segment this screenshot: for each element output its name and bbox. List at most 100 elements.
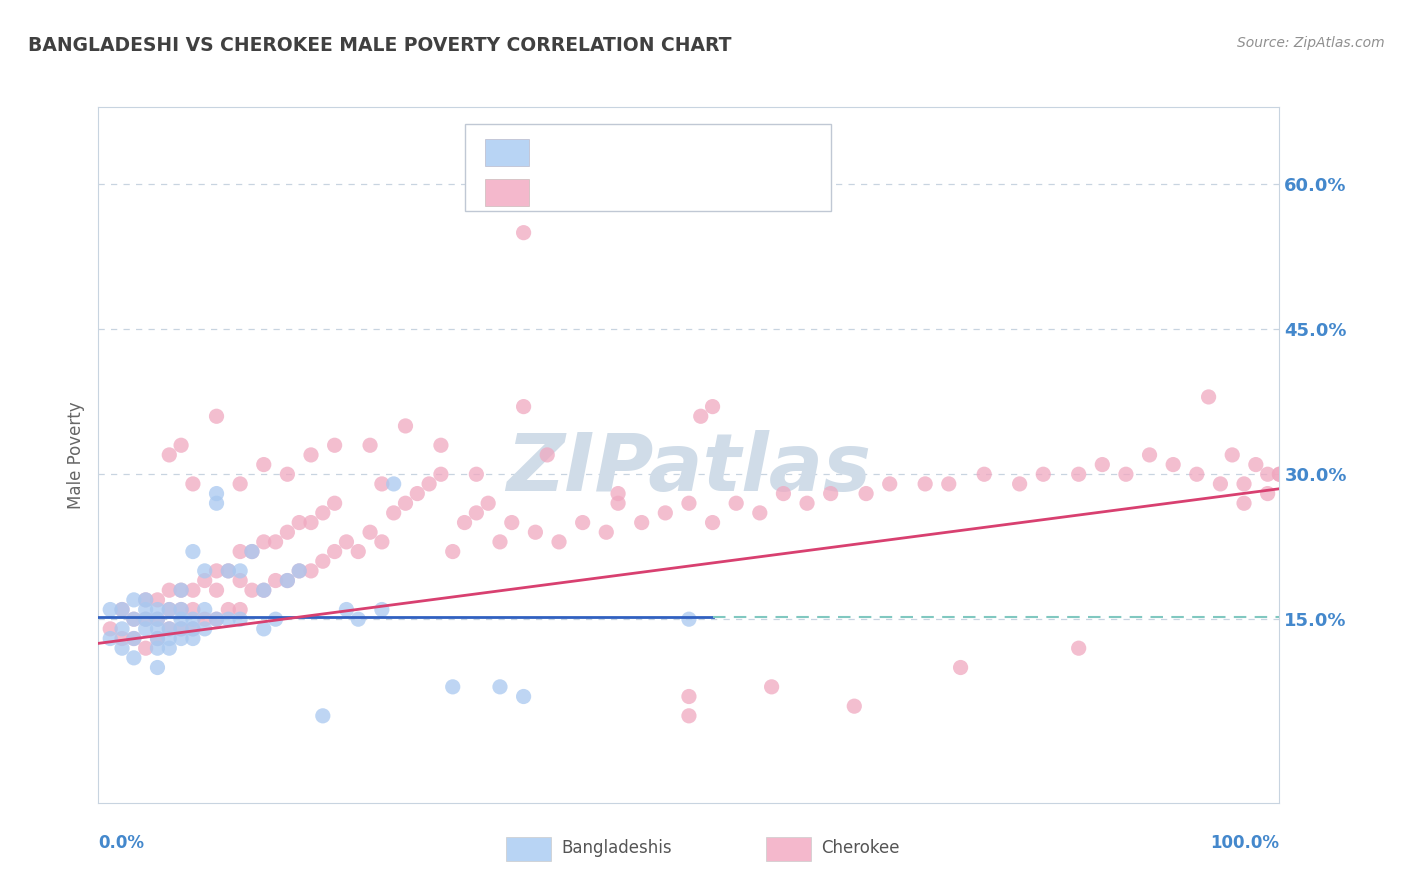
Point bbox=[441, 680, 464, 694]
Point bbox=[548, 535, 571, 549]
Point bbox=[855, 486, 877, 500]
Point bbox=[170, 602, 193, 616]
Point bbox=[157, 602, 180, 616]
Point bbox=[501, 516, 523, 530]
Text: BANGLADESHI VS CHEROKEE MALE POVERTY CORRELATION CHART: BANGLADESHI VS CHEROKEE MALE POVERTY COR… bbox=[28, 36, 731, 54]
Point bbox=[288, 564, 311, 578]
Point bbox=[725, 496, 748, 510]
Point bbox=[371, 535, 394, 549]
Point bbox=[879, 477, 901, 491]
Point bbox=[1268, 467, 1291, 482]
Point bbox=[938, 477, 960, 491]
Point bbox=[748, 506, 770, 520]
Point bbox=[253, 622, 276, 636]
Point bbox=[157, 583, 180, 598]
Point bbox=[630, 516, 652, 530]
Point bbox=[1032, 467, 1054, 482]
Point bbox=[146, 602, 169, 616]
Point bbox=[394, 419, 416, 434]
Point bbox=[98, 602, 121, 616]
Point bbox=[465, 506, 488, 520]
Point bbox=[194, 612, 217, 626]
Point bbox=[122, 612, 145, 626]
Point bbox=[820, 486, 842, 500]
Text: Bangladeshis: Bangladeshis bbox=[561, 839, 672, 857]
Point bbox=[371, 477, 394, 491]
Point bbox=[1067, 467, 1090, 482]
Point bbox=[146, 622, 169, 636]
Point bbox=[157, 622, 180, 636]
Text: 0.0%: 0.0% bbox=[98, 834, 145, 852]
Point bbox=[1008, 477, 1031, 491]
Point bbox=[205, 564, 228, 578]
Point bbox=[111, 622, 134, 636]
Point bbox=[205, 496, 228, 510]
Point bbox=[418, 477, 440, 491]
Point bbox=[359, 525, 381, 540]
Text: 0.002: 0.002 bbox=[579, 141, 631, 160]
Point bbox=[678, 612, 700, 626]
Point bbox=[299, 448, 322, 462]
Point bbox=[1257, 467, 1279, 482]
Point bbox=[654, 506, 676, 520]
Point bbox=[276, 467, 298, 482]
Y-axis label: Male Poverty: Male Poverty bbox=[67, 401, 86, 508]
Point bbox=[772, 486, 794, 500]
Point bbox=[170, 438, 193, 452]
Point bbox=[312, 554, 335, 568]
Point bbox=[229, 544, 252, 558]
Point bbox=[170, 632, 193, 646]
Text: N =: N = bbox=[645, 181, 682, 199]
Point bbox=[288, 564, 311, 578]
Point bbox=[157, 641, 180, 656]
Point bbox=[157, 622, 180, 636]
Point bbox=[430, 438, 453, 452]
Point bbox=[146, 592, 169, 607]
Point bbox=[949, 660, 972, 674]
Point bbox=[1067, 641, 1090, 656]
Point bbox=[181, 602, 204, 616]
Point bbox=[678, 690, 700, 704]
Point bbox=[157, 632, 180, 646]
Point bbox=[135, 612, 157, 626]
Point bbox=[170, 583, 193, 598]
Point bbox=[1161, 458, 1184, 472]
Point bbox=[111, 602, 134, 616]
Point bbox=[253, 458, 276, 472]
Point bbox=[394, 496, 416, 510]
Point bbox=[312, 506, 335, 520]
Point bbox=[489, 680, 512, 694]
Point bbox=[844, 699, 866, 714]
Point bbox=[973, 467, 995, 482]
Point bbox=[194, 622, 217, 636]
Point bbox=[1198, 390, 1220, 404]
Point bbox=[157, 448, 180, 462]
Point bbox=[122, 632, 145, 646]
Point bbox=[323, 496, 346, 510]
Point bbox=[607, 496, 630, 510]
Text: Cherokee: Cherokee bbox=[821, 839, 900, 857]
FancyBboxPatch shape bbox=[766, 837, 811, 861]
Point bbox=[276, 525, 298, 540]
Point bbox=[702, 516, 724, 530]
Point bbox=[181, 632, 204, 646]
FancyBboxPatch shape bbox=[464, 124, 831, 211]
Point bbox=[146, 641, 169, 656]
Point bbox=[205, 583, 228, 598]
Point bbox=[181, 583, 204, 598]
Point bbox=[205, 612, 228, 626]
Text: 0.361: 0.361 bbox=[579, 181, 631, 199]
Point bbox=[205, 409, 228, 424]
Point bbox=[536, 448, 558, 462]
Point bbox=[181, 477, 204, 491]
Point bbox=[146, 632, 169, 646]
Point bbox=[146, 612, 169, 626]
Point bbox=[465, 467, 488, 482]
Point bbox=[1233, 496, 1256, 510]
Point bbox=[146, 612, 169, 626]
Point bbox=[135, 641, 157, 656]
Point bbox=[194, 602, 217, 616]
Point bbox=[335, 535, 357, 549]
Point bbox=[229, 564, 252, 578]
Point bbox=[276, 574, 298, 588]
